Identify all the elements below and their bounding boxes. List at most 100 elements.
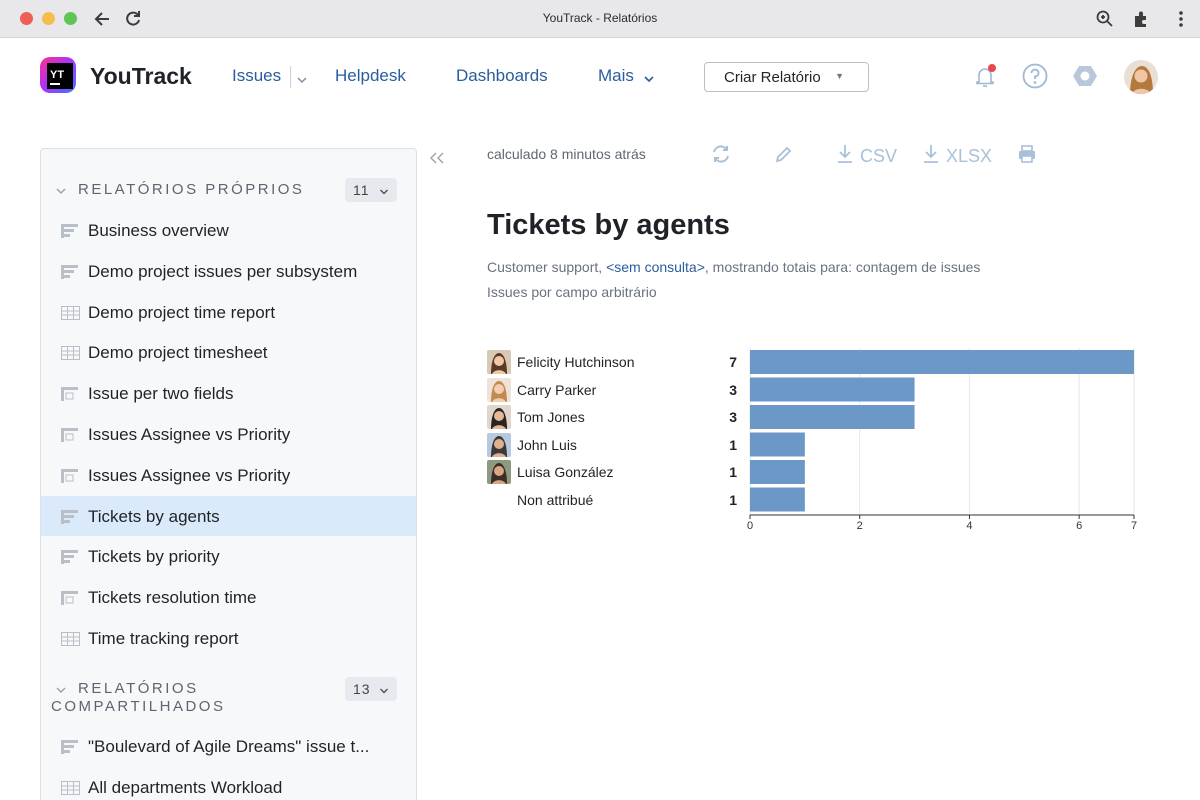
agent-avatar (487, 432, 511, 457)
own-reports-count: 11 (353, 182, 370, 198)
more-chevron-down-icon[interactable] (642, 72, 656, 86)
browser-menu-icon[interactable] (1170, 8, 1192, 30)
caret-down-icon: ▼ (835, 71, 844, 81)
matrix-report-icon (61, 468, 81, 484)
sidebar-report-item[interactable]: "Boulevard of Agile Dreams" issue t... (41, 726, 416, 766)
reload-icon[interactable] (122, 8, 144, 30)
help-icon[interactable] (1021, 62, 1049, 90)
download-xlsx-icon[interactable] (922, 143, 940, 170)
nav-separator (290, 66, 291, 88)
section-chevron-down-icon[interactable] (55, 683, 67, 695)
window-controls (20, 12, 77, 25)
agent-ticket-count: 3 (729, 381, 737, 398)
chart-bar[interactable] (750, 405, 915, 429)
report-subtitle-suffix: , mostrando totais para: contagem de iss… (704, 259, 981, 275)
download-csv-icon[interactable] (836, 143, 854, 170)
nav-more[interactable]: Mais (598, 66, 634, 85)
agent-name: John Luis (517, 436, 577, 453)
report-subtitle-prefix: Customer support, (487, 259, 607, 275)
create-report-button[interactable]: Criar Relatório ▼ (704, 62, 869, 92)
reports-sidebar: RELATÓRIOS PRÓPRIOS 11 Business overview… (40, 148, 417, 800)
nav-dashboards[interactable]: Dashboards (456, 66, 548, 85)
maximize-window-button[interactable] (64, 12, 77, 25)
sidebar-report-item[interactable]: Tickets by priority (41, 536, 416, 576)
own-reports-count-badge[interactable]: 11 (345, 178, 397, 202)
bar-report-icon (61, 509, 81, 525)
sidebar-report-label: Demo project time report (88, 302, 276, 322)
agent-name: Tom Jones (517, 409, 585, 425)
window-title: YouTrack - Relatórios (542, 11, 658, 25)
download-xlsx-button[interactable]: XLSX (946, 146, 993, 166)
issues-chevron-down-icon[interactable] (296, 73, 308, 85)
settings-hexagon-icon[interactable] (1071, 62, 1099, 90)
brand-name[interactable]: YouTrack (90, 63, 192, 89)
download-csv-button[interactable]: CSV (860, 146, 898, 166)
chart-tick-label: 6 (1076, 520, 1083, 532)
chart-bar[interactable] (750, 377, 915, 402)
section-chevron-down-icon[interactable] (55, 184, 67, 196)
sidebar-report-item[interactable]: Tickets resolution time (41, 577, 416, 617)
calculated-timestamp: calculado 8 minutos atrás (487, 146, 646, 162)
bar-report-icon (61, 739, 81, 755)
agent-name: Carry Parker (517, 381, 597, 398)
back-arrow-icon[interactable] (92, 8, 114, 30)
matrix-report-icon (61, 427, 81, 443)
user-avatar[interactable] (1124, 60, 1158, 94)
chart-tick-label: 2 (856, 520, 863, 532)
shared-reports-title-line1: RELATÓRIOS (78, 680, 199, 697)
sidebar-report-label: All departments Workload (88, 777, 283, 797)
svg-text:YT: YT (50, 69, 64, 81)
chart-bar[interactable] (750, 487, 805, 512)
shared-reports-section-header[interactable]: RELATÓRIOS COMPARTILHADOS 13 (41, 677, 416, 719)
app-header: YT YouTrack Issues Helpdesk Dashboards M… (0, 38, 1200, 114)
sidebar-report-label: Issues Assignee vs Priority (88, 465, 291, 485)
nav-helpdesk[interactable]: Helpdesk (335, 66, 406, 85)
youtrack-logo-icon[interactable]: YT (40, 55, 80, 95)
sidebar-report-label: Issue per two fields (88, 384, 234, 404)
sidebar-report-item[interactable]: Issues Assignee vs Priority (41, 414, 416, 454)
agent-avatar (487, 460, 511, 484)
collapse-sidebar-icon[interactable] (428, 150, 446, 171)
chart-bar[interactable] (750, 432, 805, 457)
matrix-report-icon (61, 386, 81, 402)
report-title: Tickets by agents (487, 209, 730, 241)
agent-name: Luisa González (517, 464, 614, 480)
minimize-window-button[interactable] (42, 12, 55, 25)
sidebar-report-item[interactable]: Business overview (41, 210, 416, 250)
own-reports-section-header[interactable]: RELATÓRIOS PRÓPRIOS 11 (41, 177, 416, 207)
sidebar-report-label: Business overview (88, 221, 229, 240)
edit-pencil-icon[interactable] (773, 143, 795, 170)
refresh-icon[interactable] (710, 143, 732, 170)
sidebar-report-label: Issues Assignee vs Priority (88, 425, 291, 444)
agent-ticket-count: 1 (729, 491, 737, 508)
close-window-button[interactable] (20, 12, 33, 25)
agent-avatar (487, 350, 511, 374)
nav-issues[interactable]: Issues (232, 66, 282, 85)
agent-ticket-count: 1 (729, 436, 737, 453)
chart-tick-label: 4 (966, 520, 973, 532)
sidebar-report-item[interactable]: Time tracking report (41, 618, 416, 658)
sidebar-report-label: Tickets by priority (88, 547, 220, 567)
no-query-link[interactable]: <sem consulta> (606, 259, 705, 275)
agent-name: Non attribué (517, 491, 594, 508)
extensions-icon[interactable] (1130, 8, 1152, 30)
sidebar-report-item[interactable]: Tickets by agents (41, 495, 416, 536)
sidebar-report-item[interactable]: Demo project timesheet (41, 332, 416, 372)
chart-tick-label: 7 (1130, 520, 1138, 532)
shared-reports-count-badge[interactable]: 13 (345, 677, 397, 701)
print-icon[interactable] (1016, 143, 1038, 170)
agent-avatar (487, 405, 511, 429)
sidebar-report-item[interactable]: Issue per two fields (41, 373, 416, 413)
sidebar-report-item[interactable]: Demo project issues per subsystem (41, 251, 416, 291)
sidebar-report-item[interactable]: Demo project time report (41, 292, 416, 332)
sidebar-report-item[interactable]: All departments Workload (41, 767, 416, 800)
sidebar-report-item[interactable]: Issues Assignee vs Priority (41, 455, 416, 495)
notifications-bell-icon[interactable] (971, 62, 999, 90)
chart-bar[interactable] (750, 350, 1134, 374)
tickets-by-agents-chart: 0 2 4 6 7 Felicity Hutchinson 7 Carry Parker 3 To… (487, 345, 1167, 545)
zoom-icon[interactable] (1094, 8, 1116, 30)
chart-bar[interactable] (750, 460, 805, 484)
agent-ticket-count: 1 (729, 464, 737, 480)
chart-tick-label: 0 (746, 520, 754, 532)
sidebar-report-label: Tickets resolution time (88, 588, 257, 608)
